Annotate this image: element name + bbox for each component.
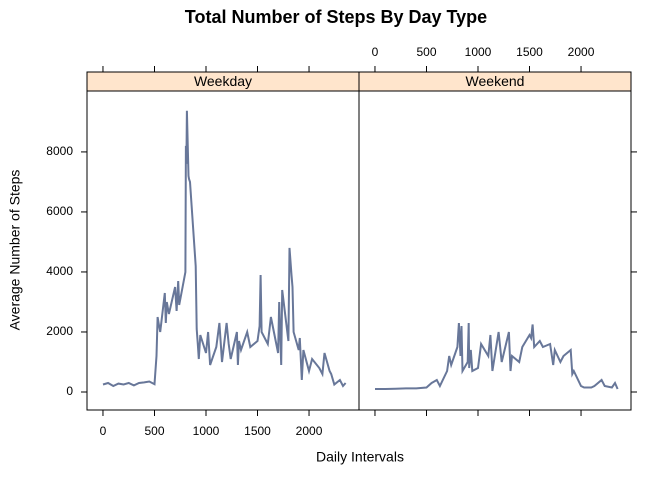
x-tick-label: 1000 bbox=[465, 45, 492, 59]
x-tick-label: 1500 bbox=[516, 45, 543, 59]
y-tick-label: 8000 bbox=[46, 144, 73, 158]
y-tick-label: 6000 bbox=[46, 204, 73, 218]
x-tick-label: 500 bbox=[416, 45, 436, 59]
x-tick-label: 1500 bbox=[244, 424, 271, 438]
x-tick-label: 2000 bbox=[568, 45, 595, 59]
x-axis-label: Daily Intervals bbox=[316, 449, 404, 465]
y-tick-label: 0 bbox=[66, 384, 73, 398]
y-tick-label: 2000 bbox=[46, 324, 73, 338]
y-axis-label: Average Number of Steps bbox=[7, 170, 23, 331]
x-tick-label: 1000 bbox=[193, 424, 220, 438]
strip-label: Weekend bbox=[466, 73, 525, 89]
chart-title: Total Number of Steps By Day Type bbox=[185, 7, 487, 27]
x-tick-label: 0 bbox=[372, 45, 379, 59]
data-line bbox=[375, 322, 619, 390]
x-tick-label: 500 bbox=[144, 424, 164, 438]
data-line bbox=[102, 110, 347, 388]
strip-label: Weekday bbox=[194, 73, 252, 89]
panel bbox=[86, 90, 360, 411]
y-tick-label: 4000 bbox=[46, 264, 73, 278]
x-tick-label: 2000 bbox=[296, 424, 323, 438]
x-tick-label: 0 bbox=[100, 424, 107, 438]
panel bbox=[358, 90, 632, 411]
